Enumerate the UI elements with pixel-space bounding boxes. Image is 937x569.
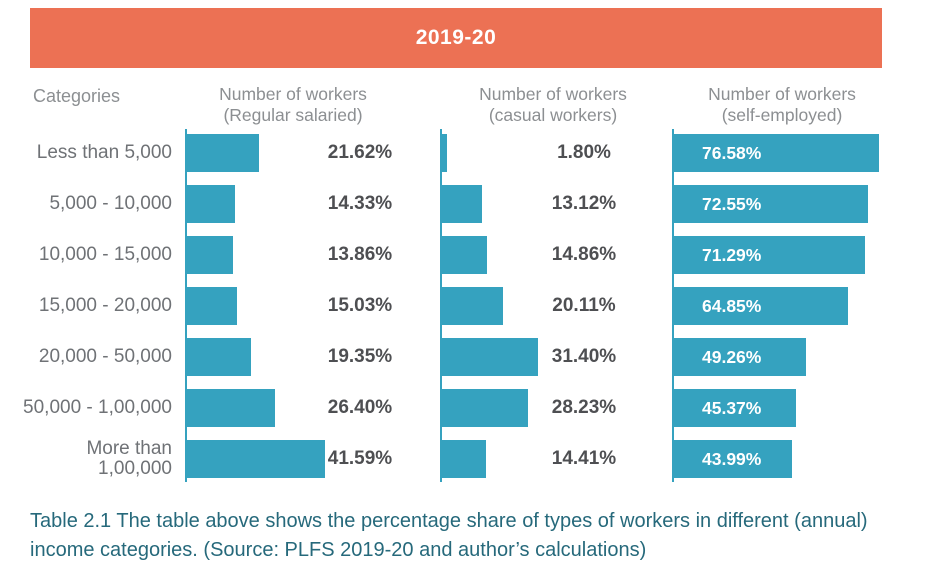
value-self-employed: 43.99% — [702, 449, 762, 469]
bar-casual-workers — [442, 389, 529, 427]
bar-self-employed: 76.58% — [674, 134, 880, 172]
bar-regular-salaried — [187, 134, 259, 172]
chart-row: 50,000 - 1,00,000 26.40% 28.23% 45.37% — [0, 389, 937, 427]
bar-regular-salaried — [187, 440, 326, 478]
column-header-line1: Number of workers — [219, 84, 367, 104]
value-regular-salaried: 21.62% — [327, 142, 393, 163]
value-self-employed: 71.29% — [702, 245, 762, 265]
chart-row: More than 1,00,000 41.59% 14.41% 43.99% — [0, 438, 937, 479]
value-regular-salaried: 13.86% — [327, 244, 393, 265]
value-self-employed: 64.85% — [702, 296, 762, 316]
bar-self-employed: 49.26% — [674, 338, 807, 376]
bar-regular-salaried — [187, 287, 237, 325]
value-casual-workers: 14.41% — [551, 448, 617, 469]
bar-casual-workers — [442, 236, 488, 274]
bar-self-employed: 43.99% — [674, 440, 792, 478]
axis-line-casual-workers — [440, 129, 442, 482]
table-caption: Table 2.1 The table above shows the perc… — [30, 510, 868, 561]
column-header-line2: (casual workers) — [488, 105, 618, 125]
bar-regular-salaried — [187, 236, 233, 274]
category-label: 15,000 - 20,000 — [38, 295, 172, 316]
chart-row: 20,000 - 50,000 19.35% 31.40% 49.26% — [0, 338, 937, 376]
category-label: 20,000 - 50,000 — [38, 346, 172, 367]
category-label: 10,000 - 15,000 — [38, 244, 172, 265]
column-header-line1: Number of workers — [479, 84, 627, 104]
category-label: More than 1,00,000 — [86, 438, 172, 479]
categories-header: Categories — [33, 86, 121, 106]
value-regular-salaried: 26.40% — [327, 397, 393, 418]
value-casual-workers: 28.23% — [551, 397, 617, 418]
column-header-line2: (Regular salaried) — [223, 105, 363, 125]
bar-casual-workers — [442, 338, 538, 376]
value-regular-salaried: 41.59% — [327, 448, 393, 469]
chart-row: 10,000 - 15,000 13.86% 14.86% 71.29% — [0, 236, 937, 274]
category-label: 5,000 - 10,000 — [49, 193, 172, 214]
value-regular-salaried: 15.03% — [327, 295, 393, 316]
value-casual-workers: 14.86% — [551, 244, 617, 265]
chart-row: 15,000 - 20,000 15.03% 20.11% 64.85% — [0, 287, 937, 325]
column-header-casual-workers: Number of workers (casual workers) — [453, 84, 653, 126]
value-regular-salaried: 19.35% — [327, 346, 393, 367]
bar-self-employed: 45.37% — [674, 389, 796, 427]
column-header-line2: (self-employed) — [721, 105, 843, 125]
chart-row: Less than 5,000 21.62% 1.80% 76.58% — [0, 134, 937, 172]
bar-casual-workers — [442, 134, 448, 172]
column-header-regular-salaried: Number of workers (Regular salaried) — [193, 84, 393, 126]
axis-line-self-employed — [672, 129, 674, 482]
value-self-employed: 76.58% — [702, 143, 762, 163]
column-header-self-employed: Number of workers (self-employed) — [682, 84, 882, 126]
value-casual-workers: 13.12% — [551, 193, 617, 214]
year-banner: 2019-20 — [30, 8, 882, 68]
value-self-employed: 45.37% — [702, 398, 762, 418]
bar-self-employed: 71.29% — [674, 236, 866, 274]
bar-regular-salaried — [187, 185, 235, 223]
value-self-employed: 72.55% — [702, 194, 762, 214]
axis-line-regular-salaried — [185, 129, 187, 482]
bar-self-employed: 72.55% — [674, 185, 869, 223]
bar-casual-workers — [442, 287, 504, 325]
bar-regular-salaried — [187, 389, 275, 427]
bar-casual-workers — [442, 440, 486, 478]
bar-regular-salaried — [187, 338, 252, 376]
value-self-employed: 49.26% — [702, 347, 762, 367]
bar-casual-workers — [442, 185, 483, 223]
value-casual-workers: 31.40% — [551, 346, 617, 367]
bar-self-employed: 64.85% — [674, 287, 848, 325]
category-label: Less than 5,000 — [36, 142, 172, 163]
value-casual-workers: 20.11% — [552, 295, 616, 316]
value-casual-workers: 1.80% — [557, 142, 611, 163]
column-header-line1: Number of workers — [708, 84, 856, 104]
chart-row: 5,000 - 10,000 14.33% 13.12% 72.55% — [0, 185, 937, 223]
category-label: 50,000 - 1,00,000 — [23, 397, 172, 418]
value-regular-salaried: 14.33% — [327, 193, 393, 214]
